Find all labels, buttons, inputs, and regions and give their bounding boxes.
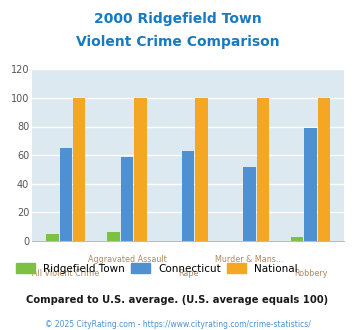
Text: 2000 Ridgefield Town: 2000 Ridgefield Town (94, 12, 261, 25)
Text: Murder & Mans...: Murder & Mans... (215, 255, 284, 264)
Text: Aggravated Assault: Aggravated Assault (88, 255, 166, 264)
Text: Rape: Rape (178, 269, 198, 278)
Bar (195, 98, 208, 241)
Bar (182, 151, 194, 241)
Bar (243, 167, 256, 241)
Text: All Violent Crime: All Violent Crime (32, 269, 99, 278)
Bar (134, 98, 147, 241)
Text: Compared to U.S. average. (U.S. average equals 100): Compared to U.S. average. (U.S. average … (26, 295, 329, 305)
Text: Violent Crime Comparison: Violent Crime Comparison (76, 35, 279, 49)
Bar (304, 128, 317, 241)
Bar (318, 98, 330, 241)
Text: © 2025 CityRating.com - https://www.cityrating.com/crime-statistics/: © 2025 CityRating.com - https://www.city… (45, 320, 310, 329)
Bar (60, 148, 72, 241)
Bar (73, 98, 86, 241)
Text: Robbery: Robbery (294, 269, 327, 278)
Bar (121, 156, 133, 241)
Legend: Ridgefield Town, Connecticut, National: Ridgefield Town, Connecticut, National (16, 263, 298, 274)
Bar (107, 232, 120, 241)
Bar (46, 234, 59, 241)
Bar (291, 237, 303, 241)
Bar (257, 98, 269, 241)
